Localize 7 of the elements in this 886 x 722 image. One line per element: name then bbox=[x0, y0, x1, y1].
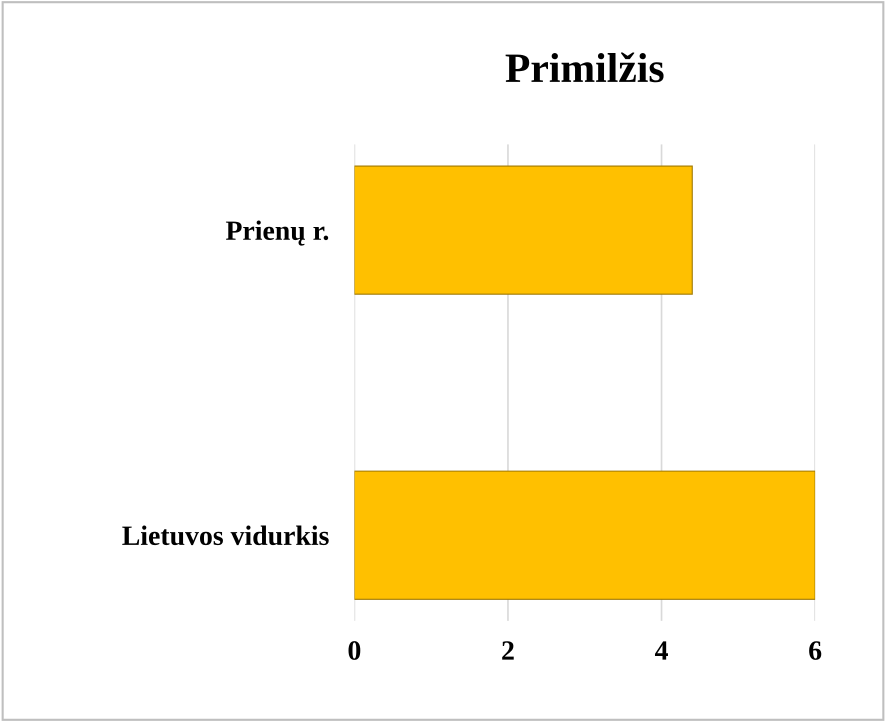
y-tick-label: Prienų r. bbox=[226, 220, 328, 246]
x-tick-label: 0 bbox=[348, 641, 360, 660]
x-tick-label: 2 bbox=[502, 641, 514, 660]
y-tick-label: Lietuvos vidurkis bbox=[122, 526, 329, 546]
x-tick-label: 4 bbox=[654, 641, 668, 660]
x-tick-label: 6 bbox=[809, 641, 822, 660]
chart-title: Primilžis bbox=[506, 52, 664, 82]
